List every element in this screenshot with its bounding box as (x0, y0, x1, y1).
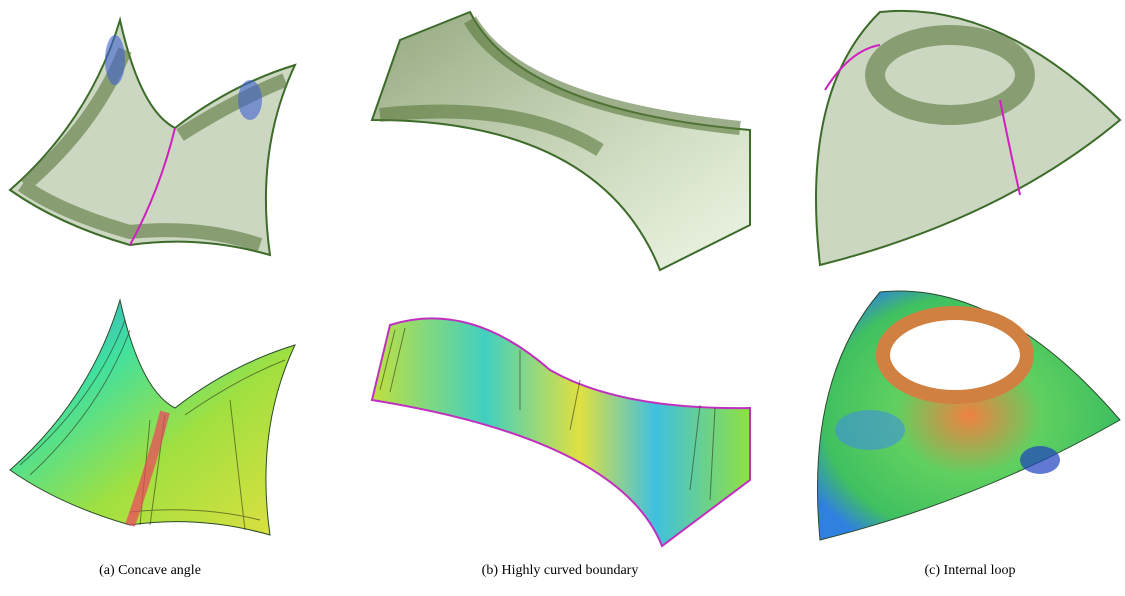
figure-art (0, 0, 1125, 596)
subfigure-c-top (816, 11, 1120, 265)
subfigure-a-bottom (10, 300, 295, 535)
subfigure-c-bottom (818, 291, 1121, 540)
subfigure-b-bottom (372, 318, 750, 546)
caption: (c) Internal loop (820, 563, 1120, 579)
figure: (a) Concave angle (b) Highly curved boun… (0, 0, 1125, 596)
subfigure-b-top (372, 12, 750, 270)
caption: (b) Highly curved boundary (410, 563, 710, 579)
caption: (a) Concave angle (0, 563, 300, 579)
subfigure-a-top (10, 20, 295, 255)
